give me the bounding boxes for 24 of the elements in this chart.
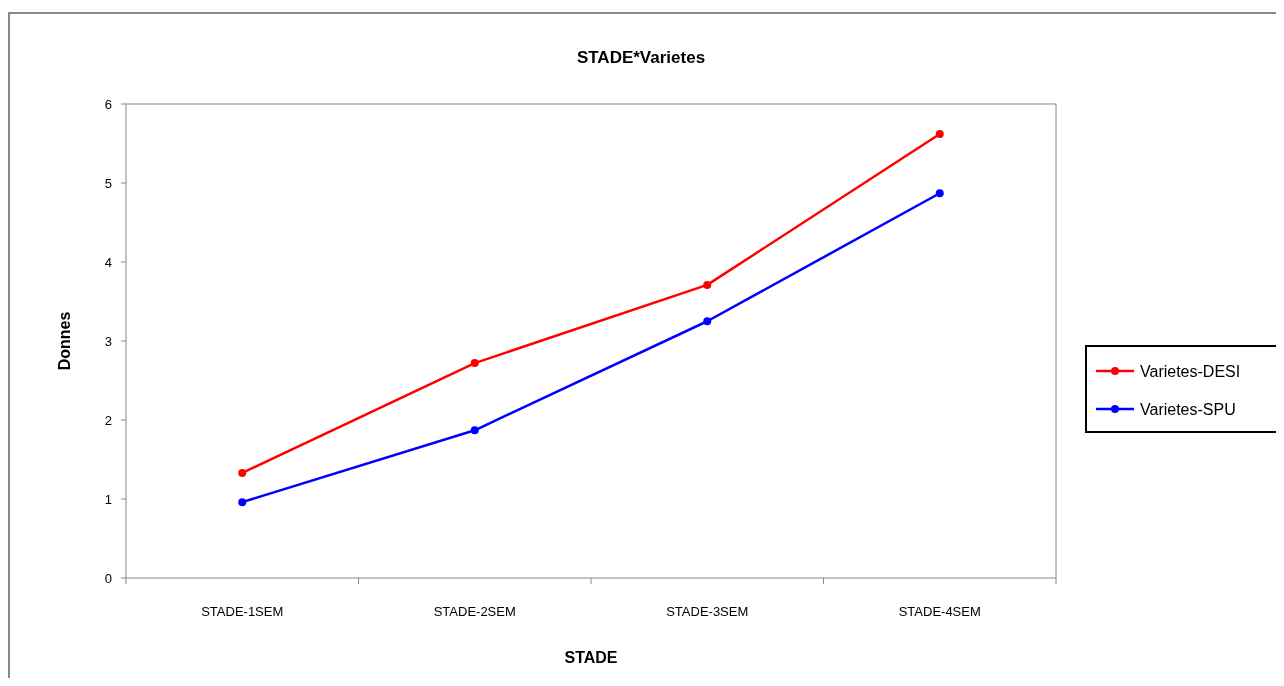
y-tick-label: 2 [104,412,112,428]
x-axis-title: STADE [564,649,618,666]
point [935,189,944,198]
legend-label: Varietes-DESI [1140,362,1241,380]
x-tick-label: STADE-3SEM [666,604,749,619]
legend-label: Varietes-SPU [1140,400,1236,418]
y-tick-label: 0 [104,570,112,586]
y-tick-label: 5 [104,175,112,191]
point [703,280,712,289]
point [935,130,944,139]
point [238,468,247,477]
point [470,426,479,435]
x-tick-label: STADE-2SEM [433,604,516,619]
point [470,359,479,368]
chart-title: STADE*Varietes [576,48,706,67]
x-tick-label: STADE-4SEM [898,604,981,619]
point [238,498,247,507]
y-tick-label: 6 [104,96,112,112]
y-tick-label: 3 [104,333,112,349]
x-tick-label: STADE-1SEM [201,604,284,619]
y-axis-title: Donnes [56,311,73,371]
point [703,317,712,326]
y-tick-label: 1 [104,491,112,507]
y-tick-label: 4 [104,254,112,270]
